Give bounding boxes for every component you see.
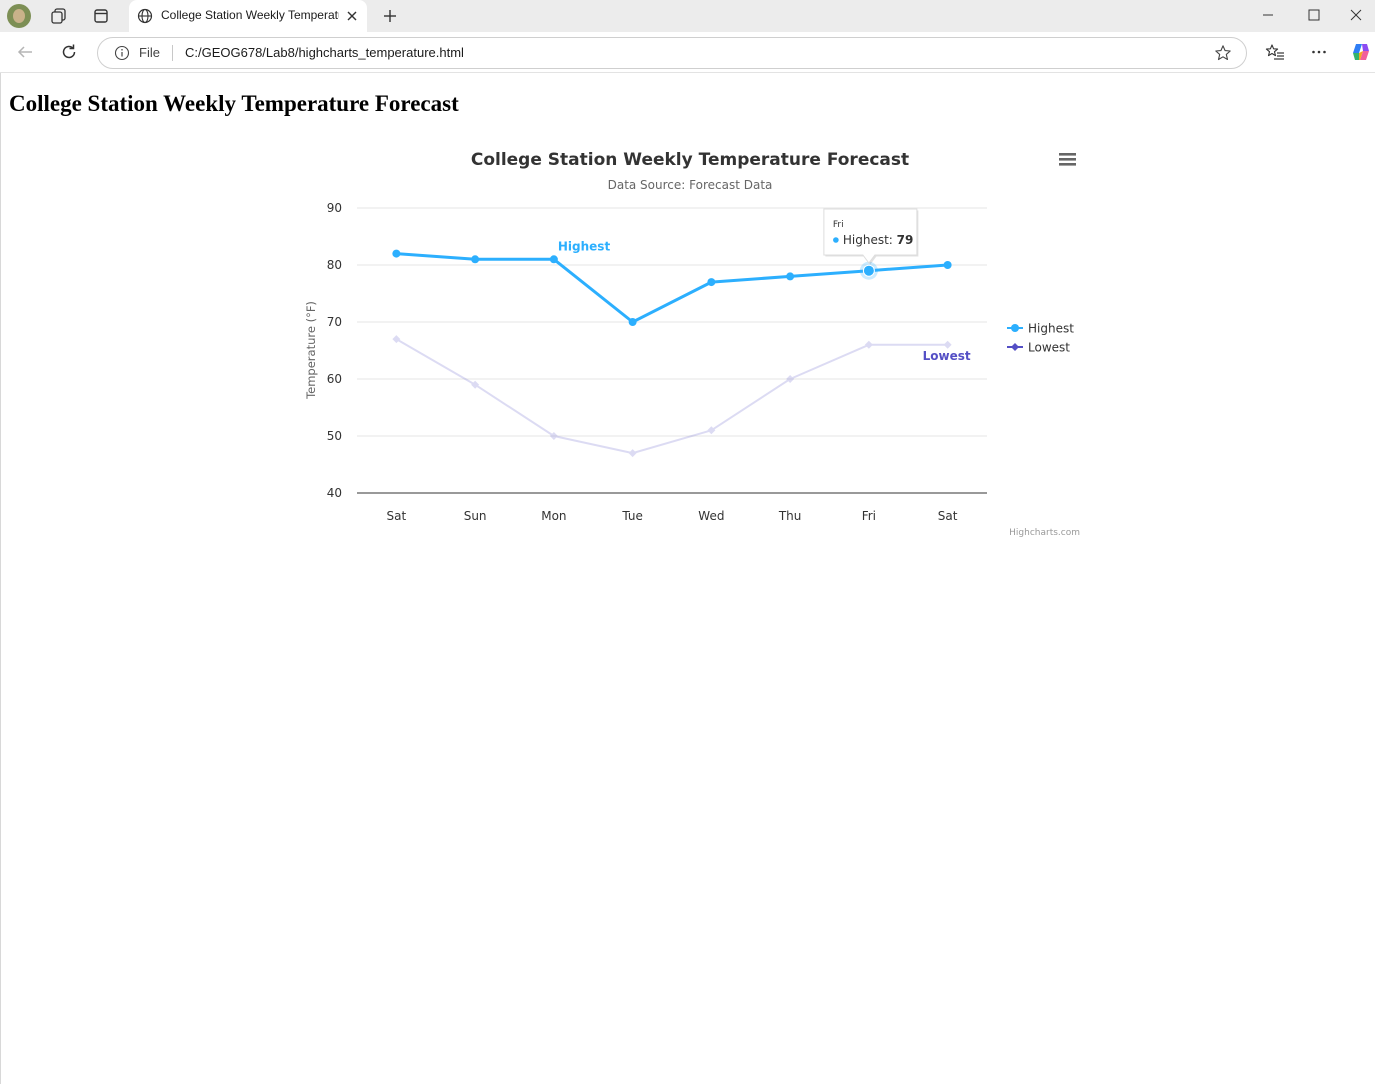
more-menu-button[interactable] xyxy=(1304,38,1334,66)
x-axis: Sat Sun Mon Tue Wed Thu Fri Sat xyxy=(387,509,958,523)
tab-actions-icon[interactable] xyxy=(88,4,114,28)
tooltip-series-name: Highest xyxy=(843,233,889,247)
y-axis: 40 50 60 70 80 90 xyxy=(327,201,342,500)
close-icon xyxy=(1350,9,1362,21)
tooltip: Fri Highest: 79 xyxy=(823,208,919,265)
minimize-icon xyxy=(1263,14,1273,16)
data-point[interactable] xyxy=(471,255,480,264)
legend-item-lowest[interactable]: Lowest xyxy=(1007,341,1070,355)
new-tab-button[interactable] xyxy=(377,4,403,28)
refresh-icon xyxy=(62,44,76,59)
tooltip-header: Fri xyxy=(833,220,844,230)
more-dots-icon xyxy=(1312,50,1326,54)
series-group: Highest Lowest xyxy=(392,239,971,458)
data-point[interactable] xyxy=(707,278,716,287)
data-point[interactable] xyxy=(471,380,480,389)
series-line xyxy=(396,252,948,324)
x-tick-label: Wed xyxy=(698,509,724,523)
chart-title: College Station Weekly Temperature Forec… xyxy=(471,150,909,170)
copilot-icon xyxy=(1353,44,1369,60)
x-tick-label: Mon xyxy=(541,509,566,523)
back-arrow-icon xyxy=(17,46,32,58)
browser-toolbar: File C:/GEOG678/Lab8/highcharts_temperat… xyxy=(0,32,1375,73)
data-point[interactable] xyxy=(549,255,558,264)
favorites-button[interactable] xyxy=(1260,38,1290,66)
plus-icon xyxy=(384,10,396,22)
series-line xyxy=(395,338,948,455)
address-bar[interactable]: File C:/GEOG678/Lab8/highcharts_temperat… xyxy=(97,37,1247,69)
favorites-list-icon xyxy=(1265,44,1284,60)
y-tick-label: 90 xyxy=(327,201,342,215)
chart-subtitle: Data Source: Forecast Data xyxy=(608,178,773,192)
credits-link[interactable]: Highcharts.com xyxy=(1009,528,1080,538)
tooltip-value: 79 xyxy=(897,233,914,247)
refresh-button[interactable] xyxy=(54,38,84,66)
x-tick-label: Sat xyxy=(387,509,407,523)
y-tick-label: 80 xyxy=(327,258,342,272)
series-lowest[interactable] xyxy=(392,335,952,458)
legend-label-highest: Highest xyxy=(1028,322,1074,336)
y-tick-label: 60 xyxy=(327,372,342,386)
tooltip-marker xyxy=(833,237,839,243)
favorite-star-icon[interactable] xyxy=(1214,44,1232,62)
maximize-icon xyxy=(1308,9,1320,21)
data-point[interactable] xyxy=(707,426,716,435)
copilot-button[interactable] xyxy=(1346,38,1375,66)
back-button[interactable] xyxy=(10,38,40,66)
series-highest[interactable] xyxy=(392,249,952,326)
y-axis-title: Temperature (°F) xyxy=(304,301,318,400)
data-point[interactable] xyxy=(392,249,401,258)
address-separator xyxy=(172,45,173,61)
page-left-border xyxy=(0,73,1,1084)
data-point[interactable] xyxy=(786,375,795,383)
tab-title: College Station Weekly Temperature Forec… xyxy=(161,8,339,22)
info-icon[interactable] xyxy=(114,45,130,61)
data-point[interactable] xyxy=(943,261,952,269)
address-url[interactable]: C:/GEOG678/Lab8/highcharts_temperature.h… xyxy=(185,45,464,60)
y-tick-label: 50 xyxy=(327,429,342,443)
tooltip-separator: : xyxy=(889,233,897,247)
profile-avatar[interactable] xyxy=(7,4,31,28)
minimize-button[interactable] xyxy=(1245,0,1291,30)
x-tick-label: Thu xyxy=(778,509,802,523)
page-heading: College Station Weekly Temperature Forec… xyxy=(9,91,459,116)
x-tick-label: Fri xyxy=(862,509,876,523)
y-tick-label: 40 xyxy=(327,486,342,500)
legend-item-highest[interactable]: Highest xyxy=(1007,322,1074,336)
maximize-button[interactable] xyxy=(1291,0,1337,30)
data-point[interactable] xyxy=(628,449,637,458)
globe-icon xyxy=(137,8,153,24)
y-tick-label: 70 xyxy=(327,315,342,329)
x-tick-label: Tue xyxy=(621,509,643,523)
hamburger-menu-icon xyxy=(1059,153,1076,166)
data-point[interactable] xyxy=(549,432,558,440)
grid-lines xyxy=(357,207,987,494)
legend-label-lowest: Lowest xyxy=(1028,341,1070,355)
data-point[interactable] xyxy=(864,340,873,349)
address-file-label: File xyxy=(139,45,160,60)
tab-strip: College Station Weekly Temperature Forec… xyxy=(0,0,1375,32)
export-menu-button[interactable] xyxy=(1055,149,1079,171)
workspaces-icon[interactable] xyxy=(46,4,72,28)
tooltip-box xyxy=(823,208,918,264)
temperature-chart: College Station Weekly Temperature Forec… xyxy=(304,149,1080,538)
x-tick-label: Sat xyxy=(938,509,958,523)
series-label-lowest: Lowest xyxy=(923,349,971,363)
tooltip-body: Highest: 79 xyxy=(843,233,913,247)
data-point[interactable] xyxy=(943,340,952,349)
series-label-highest: Highest xyxy=(558,239,611,253)
data-point[interactable] xyxy=(786,272,795,281)
data-point[interactable] xyxy=(628,318,637,326)
chart-legend: Highest Lowest xyxy=(1007,322,1074,355)
data-point[interactable] xyxy=(392,335,401,344)
tab-active[interactable]: College Station Weekly Temperature Forec… xyxy=(129,0,367,32)
close-window-button[interactable] xyxy=(1333,0,1375,30)
close-tab-icon[interactable] xyxy=(343,7,361,25)
data-point[interactable] xyxy=(862,264,875,277)
x-tick-label: Sun xyxy=(464,509,487,523)
